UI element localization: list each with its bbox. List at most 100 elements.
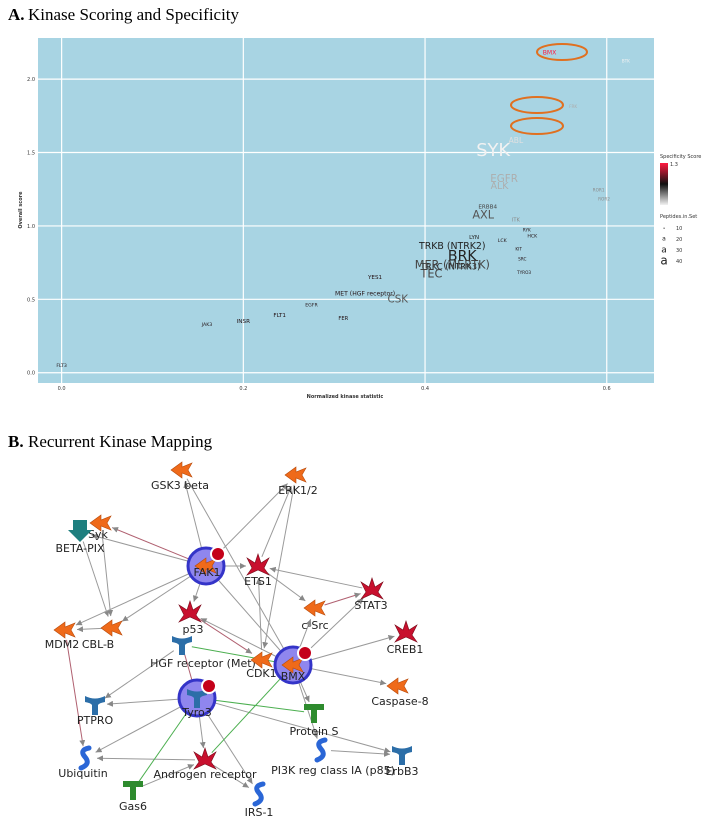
edge — [202, 706, 253, 785]
node-label: BETA-PIX — [55, 542, 104, 555]
edge — [95, 702, 189, 753]
point-label: BRK — [448, 249, 477, 265]
point-label: TRKC (NTRK3) — [420, 262, 481, 272]
legend-title: Specificity Score — [660, 154, 701, 160]
edge — [82, 541, 110, 617]
edge — [269, 566, 363, 589]
x-tick-label: 0.2 — [239, 386, 247, 392]
receptor-icon — [172, 636, 192, 655]
point-label: EGFR — [305, 303, 318, 309]
edge — [121, 571, 198, 622]
kinase-icon — [284, 466, 307, 484]
node-label: CREB1 — [387, 643, 424, 656]
edge — [75, 569, 198, 626]
edge — [206, 700, 391, 754]
transcription-factor-icon — [360, 577, 384, 600]
point-label: FLT1 — [273, 313, 286, 319]
highlight-ellipse — [510, 117, 564, 135]
edge — [106, 698, 188, 707]
edge — [198, 618, 253, 654]
kinase-icon — [100, 619, 123, 637]
point-label: SRC — [518, 257, 526, 262]
edge — [183, 481, 205, 557]
edge — [265, 571, 306, 602]
node-label: GSK3 beta — [151, 479, 209, 492]
point-label: ALK — [491, 181, 510, 192]
x-tick-label: 0.4 — [421, 386, 429, 392]
legend-title: Peptides.in.Set — [660, 214, 697, 220]
colorbar — [660, 163, 668, 205]
edge — [262, 484, 295, 649]
node-label: Protein S — [289, 725, 338, 738]
point-label: TYRO3 — [516, 270, 531, 275]
y-tick-label: 0.0 — [27, 371, 35, 377]
x-tick-label: 0.0 — [58, 386, 66, 392]
highlight-dot — [210, 546, 226, 562]
edge — [91, 533, 197, 564]
edge — [212, 573, 286, 657]
plot-background — [38, 38, 654, 383]
point-label: LYN — [469, 235, 479, 241]
node-label: HGF receptor (Met) — [150, 657, 256, 670]
edge — [208, 697, 305, 713]
node-label: BMX — [281, 670, 306, 683]
point-label: ERBB4 — [478, 204, 497, 210]
edge — [330, 750, 391, 757]
size-label: 30 — [676, 248, 682, 254]
node-label: ERK1/2 — [278, 484, 318, 497]
kinase-icon — [170, 461, 193, 479]
edge — [255, 577, 263, 651]
point-label: MER (MERTK) — [415, 259, 490, 272]
edge — [76, 626, 103, 633]
size-glyph: a — [663, 226, 665, 230]
size-label: 10 — [676, 226, 682, 232]
size-glyph: a — [660, 254, 667, 268]
kinase-icon — [89, 514, 112, 532]
down-arrow-icon — [68, 520, 92, 542]
edge — [142, 764, 195, 787]
size-label: 40 — [676, 259, 682, 265]
ligand-icon — [304, 704, 324, 723]
point-label: HCK — [527, 234, 538, 240]
node-label: Tyro3 — [181, 706, 212, 719]
point-label: INSR — [237, 319, 250, 325]
x-axis-label: Normalized kinase statistic — [307, 394, 384, 400]
point-label: ITK — [512, 218, 521, 224]
panel-title: Kinase Scoring and Specificity — [28, 5, 240, 24]
edge — [186, 478, 288, 655]
kinase-icon — [53, 621, 76, 639]
receptor-icon — [85, 696, 105, 715]
node-label: PI3K reg class IA (p85) — [271, 764, 395, 777]
node-label: p53 — [183, 623, 204, 636]
size-glyph: a — [661, 246, 667, 256]
point-label: MET (HGF receptor) — [335, 290, 395, 297]
node-label: PTPRO — [77, 714, 114, 727]
size-label: 20 — [676, 237, 682, 243]
edge — [213, 764, 250, 789]
panel-label: A. — [8, 5, 25, 24]
node-label: Caspase-8 — [371, 695, 428, 708]
y-tick-label: 0.5 — [27, 297, 35, 303]
point-label: LCK — [498, 238, 508, 244]
protein-icon — [78, 745, 92, 771]
node-label: ErbB3 — [386, 765, 419, 778]
panel-title: Recurrent Kinase Mapping — [28, 432, 213, 451]
kinase-icon — [281, 656, 304, 674]
point-label: FLT3 — [56, 363, 67, 369]
size-glyph: a — [662, 236, 666, 243]
point-label: RYK — [523, 227, 531, 232]
protein-icon — [314, 737, 328, 763]
kinase-icon — [303, 599, 326, 617]
transcription-factor-icon — [178, 600, 202, 623]
transcription-factor-icon — [394, 620, 418, 643]
point-label: TRKB (NTRK2) — [418, 241, 485, 252]
ligand-icon — [123, 781, 143, 800]
node-label: Androgen receptor — [153, 768, 257, 781]
edge — [101, 532, 114, 617]
kinase-icon — [194, 557, 217, 575]
node-label: STAT3 — [354, 599, 387, 612]
edge — [261, 485, 292, 557]
edge — [111, 527, 197, 563]
node-label: Gas6 — [119, 800, 147, 813]
